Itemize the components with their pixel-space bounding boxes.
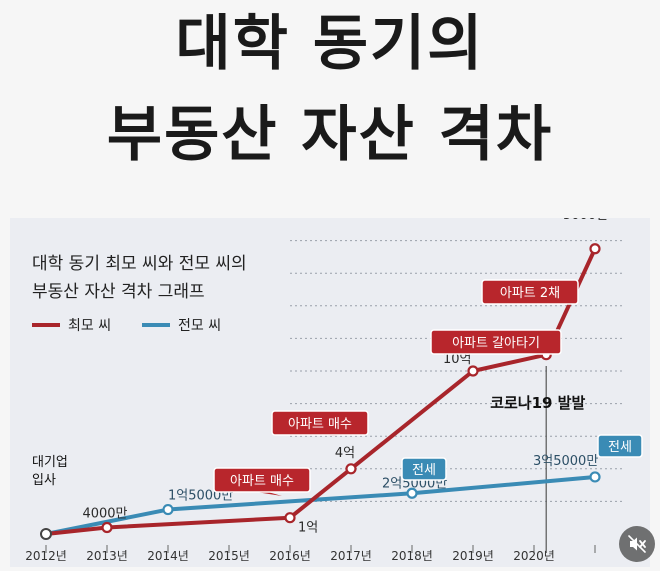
blue-callout-text: 전세 (412, 463, 436, 478)
data-label: 3억5000만 (533, 454, 598, 469)
red-callout-pointer (256, 492, 282, 496)
x-tick-label: 2013년 (86, 549, 128, 563)
data-point-jeon (162, 503, 174, 516)
red-callout-text: 아파트 매수 (288, 417, 352, 432)
x-tick-label: 2014년 (147, 549, 189, 563)
x-tick-label: 2017년 (330, 549, 372, 563)
red-callout-text: 아파트 2채 (500, 286, 560, 301)
x-tick-label: 2015년 (208, 549, 250, 563)
red-callout-box (213, 467, 311, 493)
x-tick-label: 2018년 (391, 549, 433, 563)
red-callout-text: 아파트 갈아타기 (452, 336, 540, 351)
start-annotation: 입사 (32, 473, 56, 488)
data-label: 4000만 (82, 506, 127, 521)
data-label: 1억 (298, 521, 318, 536)
mute-button[interactable] (619, 526, 655, 562)
x-tick-label: 2020년 (513, 549, 555, 563)
data-point-jeon (589, 471, 601, 483)
asset-gap-chart: 대학 동기 최모 씨와 전모 씨의 부동산 자산 격차 그래프 최모 씨 전모 … (25, 186, 643, 563)
blue-callout-box (597, 434, 643, 458)
speaker-muted-icon (628, 535, 646, 553)
chart-title-line-1: 대학 동기 최모 씨와 전모 씨의 (32, 254, 247, 274)
legend-label-jeon: 전모 씨 (178, 318, 221, 334)
data-point-choi (589, 243, 601, 255)
data-label: 5000만 (563, 218, 608, 223)
headline-line-1: 대학 동기의 (175, 9, 485, 79)
blue-callout-text: 전세 (608, 440, 632, 455)
chart-title-line-2: 부동산 자산 격차 그래프 (32, 282, 205, 302)
data-point-choi (101, 521, 113, 534)
data-point-choi (284, 512, 296, 524)
x-tick-label: 2016년 (269, 549, 311, 563)
start-annotation: 대기업 (32, 455, 68, 470)
data-point-choi (345, 463, 357, 475)
x-tick-label: 2012년 (25, 549, 67, 563)
data-label: 10억 (443, 352, 472, 367)
red-callout-box (481, 279, 579, 305)
blue-callout-box (401, 457, 447, 481)
legend: 최모 씨 전모 씨 (32, 318, 221, 334)
data-point-choi (467, 365, 479, 377)
data-point-jeon (406, 487, 418, 499)
red-callout-box (430, 329, 562, 355)
series-line-jeon (44, 474, 597, 536)
covid-event-label: 코로나19 발발 (490, 394, 585, 412)
red-callout-box (271, 410, 369, 436)
legend-label-choi: 최모 씨 (68, 318, 111, 334)
origin-point (40, 528, 52, 540)
headline-line-2: 부동산 자산 격차 (106, 100, 554, 170)
data-label: 4억 (335, 446, 355, 461)
x-tick-label: 2019년 (452, 549, 494, 563)
chart-panel: 대학 동기 최모 씨와 전모 씨의 부동산 자산 격차 그래프 최모 씨 전모 … (10, 186, 650, 567)
red-callout-text: 아파트 매수 (230, 474, 294, 489)
